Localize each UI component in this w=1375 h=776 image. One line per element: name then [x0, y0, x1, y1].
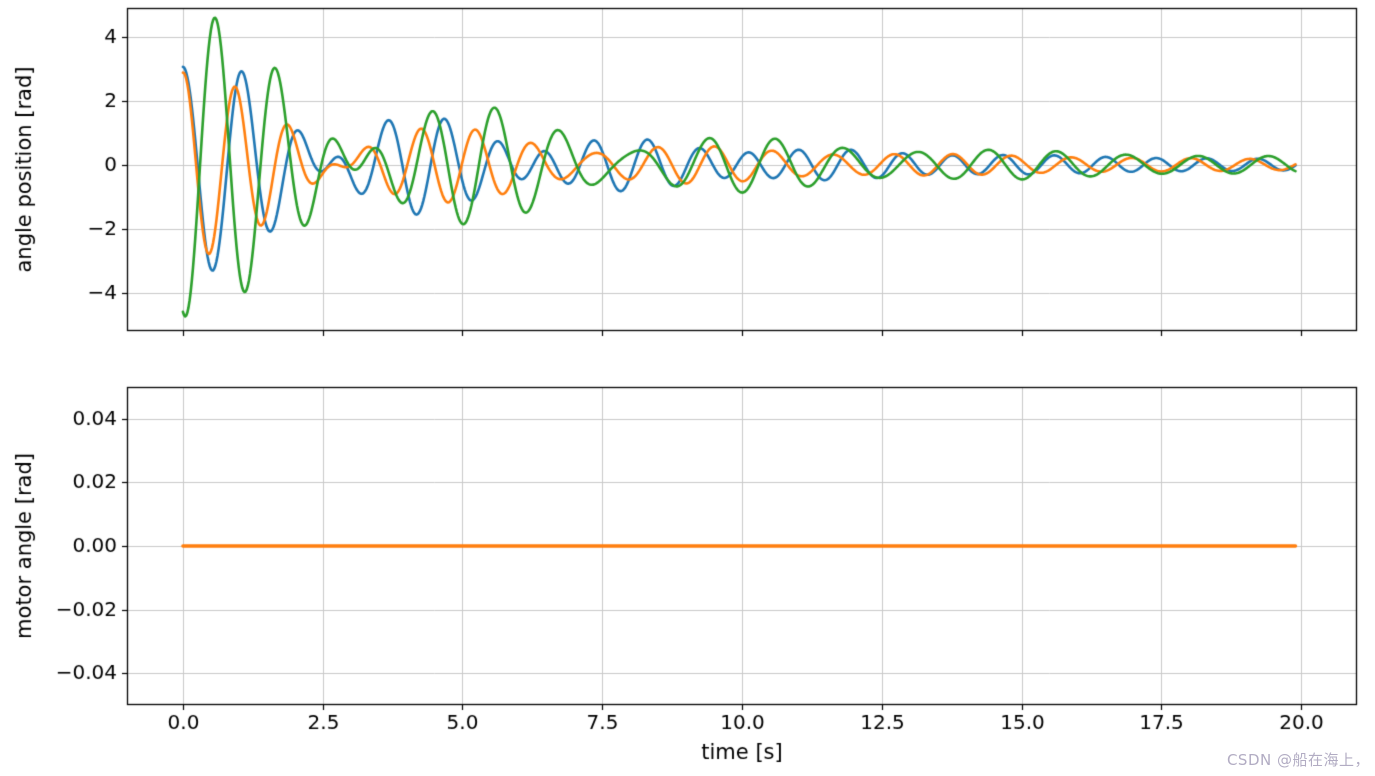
figure-canvas	[0, 0, 1375, 776]
figure: CSDN @船在海上，	[0, 0, 1375, 776]
